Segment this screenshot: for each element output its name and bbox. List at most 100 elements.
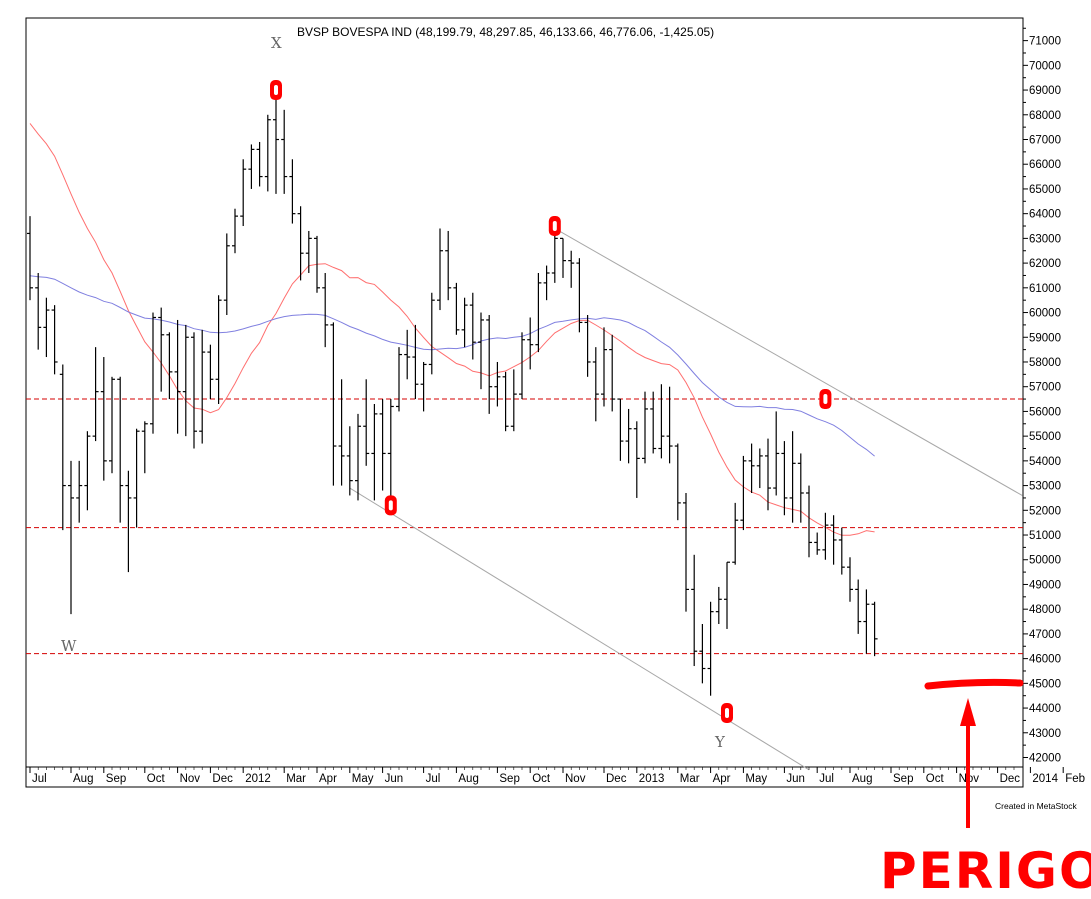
ohlc-bar <box>445 230 452 301</box>
danger-label: PERIGO ! <box>880 842 1091 899</box>
ohlc-bar <box>461 297 468 348</box>
ohlc-bar <box>109 376 115 474</box>
danger-target-line <box>924 678 1024 690</box>
ohlc-bar <box>674 443 681 521</box>
ohlc-bar <box>822 512 829 560</box>
pivot-marker-low-inner <box>388 500 393 511</box>
wave-label-y: Y <box>714 733 726 751</box>
x-tick-label: Nov <box>565 773 586 785</box>
ohlc-bar <box>330 322 337 486</box>
ohlc-bar <box>420 361 427 412</box>
y-tick-label: 55000 <box>1029 431 1061 443</box>
x-tick-label: Oct <box>926 773 945 785</box>
y-tick-label: 46000 <box>1029 654 1061 666</box>
ohlc-bar <box>248 144 255 189</box>
ohlc-bar <box>863 589 870 654</box>
ohlc-bar <box>182 324 189 437</box>
ohlc-bar <box>642 391 648 464</box>
ohlc-bar <box>814 532 821 555</box>
ohlc-bar <box>592 347 599 422</box>
x-tick-label: Nov <box>180 773 201 785</box>
ohlc-bar <box>412 324 419 400</box>
ohlc-bar <box>543 265 550 301</box>
ohlc-bar <box>691 554 698 667</box>
x-tick-label: May <box>745 773 767 785</box>
ohlc-bar <box>781 441 788 516</box>
ohlc-bar <box>617 398 624 461</box>
x-tick-label: 2013 <box>639 773 665 785</box>
x-tick-label: Mar <box>286 773 306 785</box>
ohlc-bar <box>437 228 443 311</box>
y-tick-label: 54000 <box>1029 456 1061 468</box>
x-tick-label: Jun <box>385 773 404 785</box>
x-tick-label: 2012 <box>245 773 271 785</box>
ohlc-bar <box>207 344 214 400</box>
ohlc-bar <box>650 391 657 454</box>
x-tick-label: Dec <box>606 773 627 785</box>
ohlc-bar <box>355 413 361 501</box>
ohlc-bar <box>240 159 247 227</box>
ohlc-bar <box>125 470 132 573</box>
ohlc-bar <box>633 421 640 498</box>
ohlc-bar <box>535 272 542 353</box>
ohlc-bar <box>724 561 730 629</box>
ohlc-bar <box>51 305 58 375</box>
plot-area <box>25 17 1024 788</box>
x-tick-label: Sep <box>106 773 126 785</box>
danger-annotation: PERIGO ! <box>880 678 1091 899</box>
ohlc-bar <box>469 292 476 360</box>
x-tick-label: Jul <box>819 773 834 785</box>
ohlc-bar <box>838 527 845 575</box>
ohlc-bar <box>560 237 566 278</box>
y-tick-label: 42000 <box>1029 753 1061 765</box>
ohlc-bar <box>281 109 288 194</box>
y-tick-label: 57000 <box>1029 382 1061 394</box>
y-tick-label: 67000 <box>1029 135 1061 147</box>
ohlc-bar <box>855 579 862 634</box>
y-tick-label: 65000 <box>1029 184 1061 196</box>
chart-title: BVSP BOVESPA IND (48,199.79, 48,297.85, … <box>297 25 714 39</box>
ohlc-bar <box>797 453 804 523</box>
ohlc-bar <box>732 502 739 565</box>
pivot-marker-x-top-inner <box>274 85 278 96</box>
y-tick-label: 71000 <box>1029 36 1061 48</box>
ohlc-bar <box>789 431 796 523</box>
ohlc-bar <box>305 230 312 273</box>
y-tick-label: 53000 <box>1029 481 1061 493</box>
y-tick-label: 50000 <box>1029 555 1061 567</box>
ohlc-bar <box>35 272 42 350</box>
ohlc-bar <box>338 379 345 486</box>
wave-label-x: X <box>271 34 282 52</box>
ohlc-bar <box>847 557 853 602</box>
y-tick-label: 63000 <box>1029 233 1061 245</box>
x-tick-label: Dec <box>212 773 233 785</box>
ohlc-bar <box>478 312 484 390</box>
x-tick-label: Jul <box>426 773 441 785</box>
ohlc-bar <box>404 329 411 380</box>
ohlc-bar <box>158 307 165 392</box>
moving-average-fast <box>29 123 875 536</box>
ohlc-bar <box>494 361 501 407</box>
channel-lower-trendline <box>349 487 810 771</box>
x-tick-label: Apr <box>713 773 731 785</box>
x-tick-label: Apr <box>319 773 337 785</box>
y-tick-label: 45000 <box>1029 678 1061 690</box>
ohlc-bar <box>100 357 107 481</box>
ohlc-bar <box>76 460 83 523</box>
ohlc-bar <box>609 334 616 412</box>
x-tick-label: Oct <box>147 773 166 785</box>
ohlc-bar <box>43 297 50 358</box>
ohlc-bar <box>576 258 583 333</box>
y-tick-label: 49000 <box>1029 579 1061 591</box>
ohlc-bar <box>322 272 329 348</box>
ohlc-bar <box>150 312 156 434</box>
x-tick-label: Aug <box>458 773 478 785</box>
ohlc-bar <box>806 485 812 558</box>
y-tick-label: 59000 <box>1029 332 1061 344</box>
ohlc-bar <box>92 347 99 442</box>
ohlc-bar <box>502 371 509 432</box>
ohlc-bar <box>715 586 722 625</box>
ohlc-bar <box>371 404 378 501</box>
ohlc-bar <box>486 315 493 414</box>
